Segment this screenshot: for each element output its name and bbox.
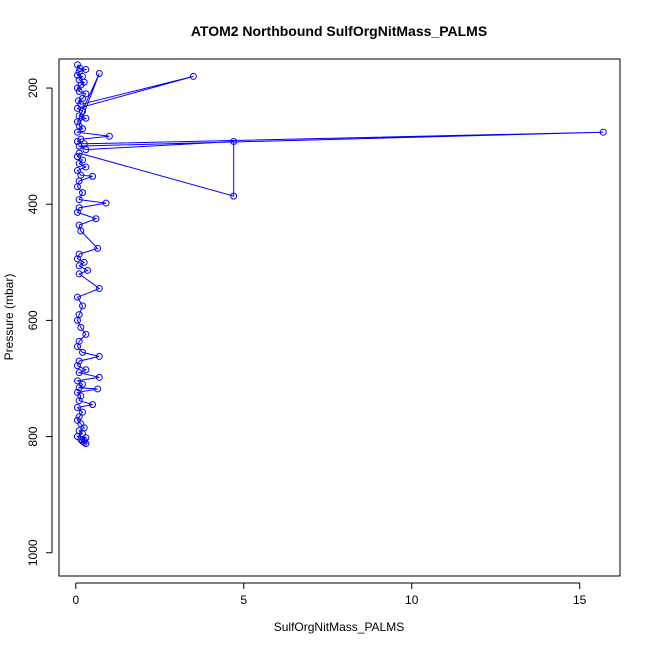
data-point [82,146,90,154]
data-point [75,357,83,365]
data-point [94,244,102,252]
data-point [230,137,238,145]
data-point [82,163,90,171]
y-tick-label: 600 [26,310,40,330]
data-point [80,438,88,446]
data-point [79,302,87,310]
data-point [75,369,83,377]
data-point [75,196,83,204]
data-point [77,392,85,400]
data-point [79,408,87,416]
y-axis: 200 400 600 800 1000 [26,78,53,566]
data-point [82,114,90,122]
data-point [230,192,238,200]
series-line [75,64,604,444]
data-point [102,199,110,207]
data-point [73,293,81,301]
data-point [77,420,85,428]
data-point [75,397,83,405]
data-point [73,128,81,136]
data-point [92,215,100,223]
data-point [80,436,88,444]
data-point [73,118,81,126]
data-point [73,167,81,175]
data-point [599,128,607,136]
data-point [75,204,83,212]
x-tick-label: 0 [72,593,79,607]
x-axis-label: SulfOrgNitMass_PALMS [274,620,404,634]
data-point [77,227,85,235]
data-point [89,401,97,409]
data-point [105,132,113,140]
data-point [79,189,87,197]
data-point [79,348,87,356]
plot-area [73,61,607,448]
data-point [75,250,83,258]
y-tick-label: 1000 [26,539,40,566]
data-point [77,323,85,331]
data-point [73,61,81,69]
data-point [73,183,81,191]
data-point [89,172,97,180]
data-point [73,208,81,216]
data-point [73,137,81,145]
data-point [74,97,82,105]
data-point [95,284,103,292]
data-point [82,440,90,448]
data-point [73,377,81,385]
data-point [75,413,83,421]
data-point [84,266,92,274]
data-point [79,125,87,133]
data-point [95,373,103,381]
y-tick-label: 400 [26,194,40,214]
data-point [95,352,103,360]
data-point [75,68,83,76]
chart-title: ATOM2 Northbound SulfOrgNitMass_PALMS [191,23,487,39]
data-point [73,104,81,112]
plot-frame [58,58,621,577]
data-point [95,70,103,78]
x-axis: 0 5 10 15 [72,582,587,607]
data-point [189,72,197,80]
data-point [73,153,81,161]
data-point [75,160,83,168]
data-point [73,316,81,324]
data-point [75,270,83,278]
data-point [75,384,83,392]
data-point [79,107,87,115]
data-point [82,65,90,73]
x-tick-label: 15 [573,593,587,607]
data-point [94,385,102,393]
data-point [75,88,83,96]
data-point [73,362,81,370]
data-point [73,343,81,351]
data-point [73,84,81,92]
data-point [75,142,83,150]
data-point [82,330,90,338]
y-axis-label: Pressure (mbar) [2,274,16,361]
y-tick-label: 200 [26,78,40,98]
data-point [80,258,88,266]
data-point [82,90,90,98]
data-point [75,262,83,270]
data-point [77,100,85,108]
data-point [73,71,81,79]
data-point [82,366,90,374]
data-point [73,255,81,263]
x-tick-label: 10 [405,593,419,607]
y-tick-label: 800 [26,426,40,446]
data-point [73,404,81,412]
data-point [75,149,83,157]
x-tick-label: 5 [240,593,247,607]
